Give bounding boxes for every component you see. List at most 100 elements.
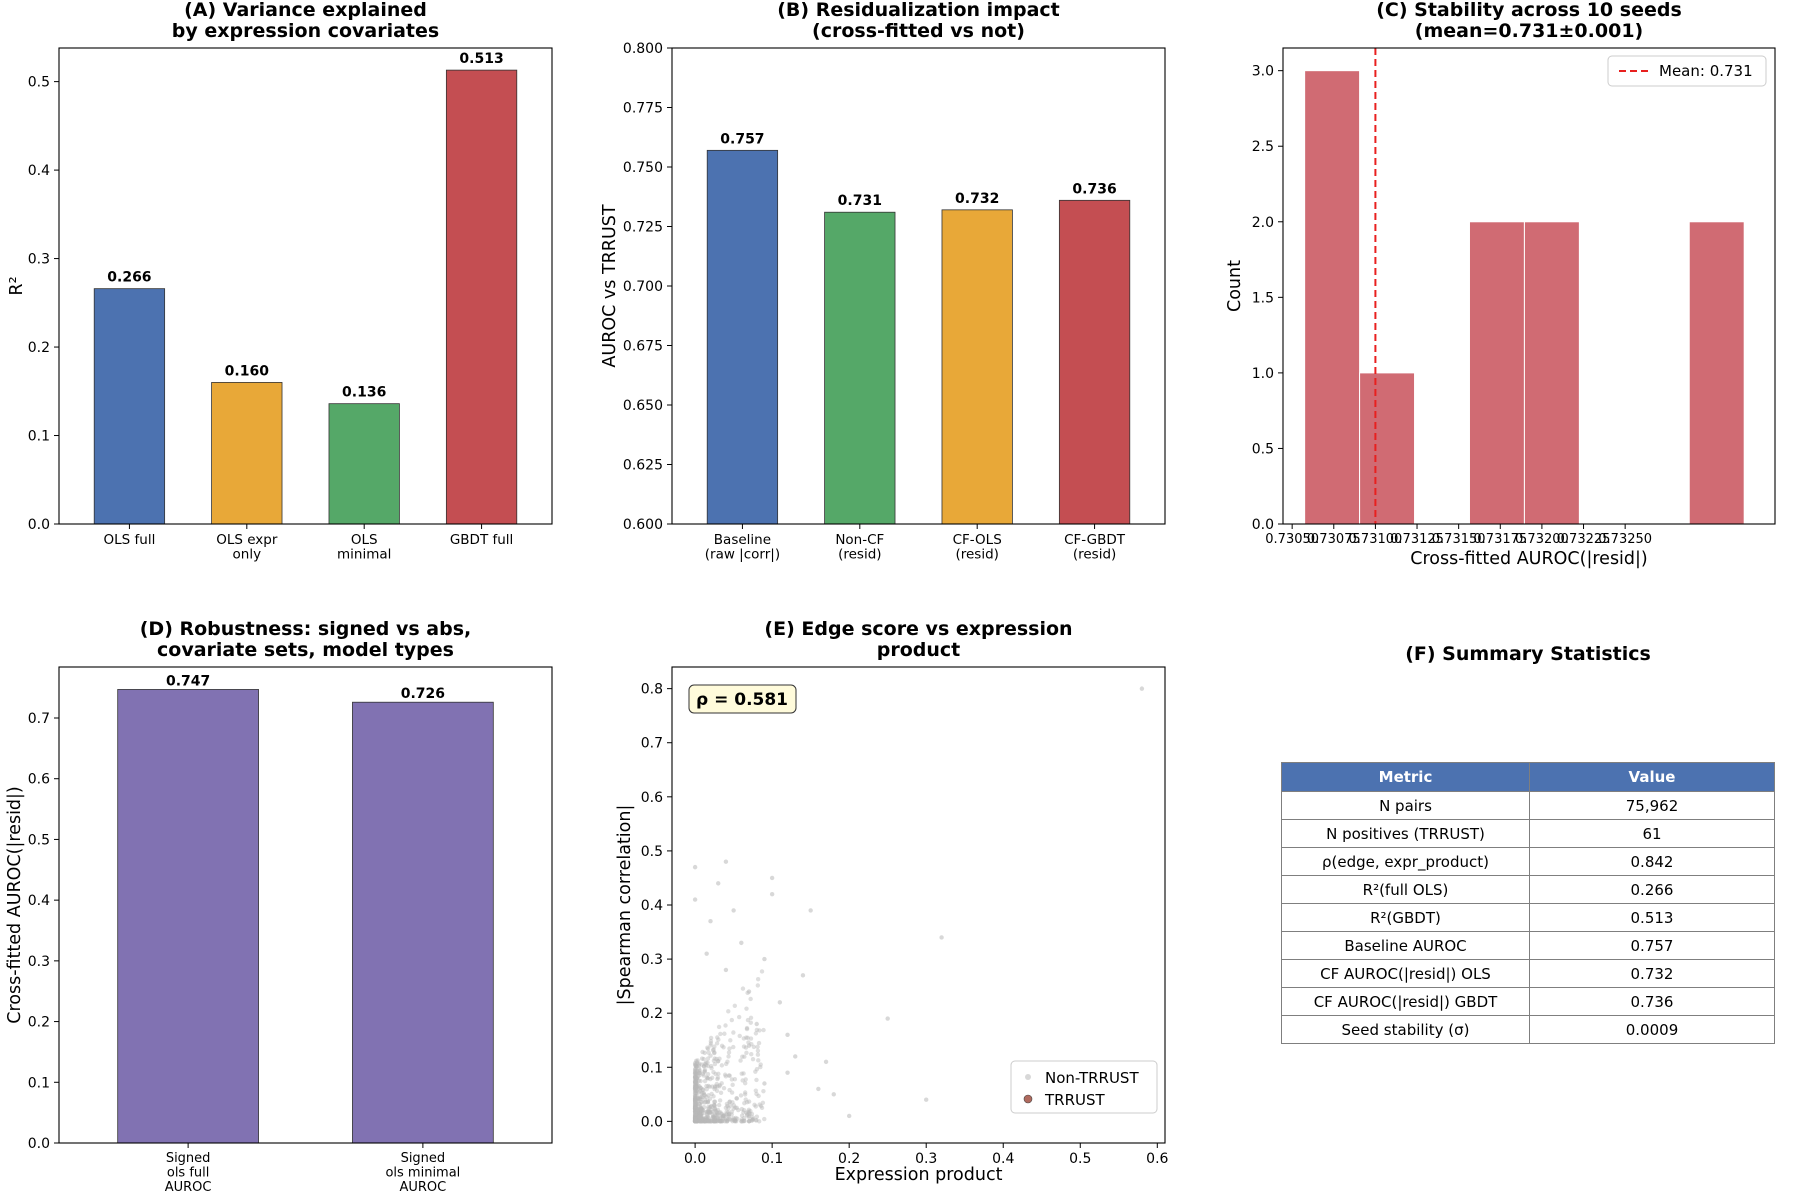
scatter-point xyxy=(712,1118,717,1124)
scatter-point xyxy=(693,1094,698,1099)
scatter-point xyxy=(753,1104,758,1109)
scatter-point xyxy=(702,1069,707,1074)
panel-b-bar xyxy=(941,209,1013,525)
scatter-point xyxy=(692,1105,698,1110)
scatter-point xyxy=(750,1115,756,1120)
scatter-point xyxy=(693,1111,699,1117)
panel-a-ytick-label: 0.3 xyxy=(28,252,50,268)
scatter-point xyxy=(756,1058,761,1063)
scatter-point xyxy=(730,1100,735,1105)
scatter-point xyxy=(722,1119,728,1124)
scatter-point xyxy=(744,1050,749,1056)
panel-a-ytick-label: 0.0 xyxy=(28,517,50,533)
scatter-point xyxy=(696,1110,702,1115)
metric-cell: CF AUROC(|resid|) OLS xyxy=(1281,959,1530,988)
panel-b-xtick-label: Non-CF xyxy=(835,532,884,548)
scatter-point xyxy=(697,1119,702,1124)
scatter-point xyxy=(823,1059,829,1065)
scatter-point xyxy=(692,1098,698,1104)
scatter-point xyxy=(693,1116,699,1122)
panel-a-xtick-label: OLS full xyxy=(104,532,156,548)
scatter-point xyxy=(724,1117,729,1122)
scatter-point xyxy=(700,1116,706,1121)
scatter-point xyxy=(732,1003,738,1008)
scatter-point xyxy=(692,1062,698,1067)
scatter-point xyxy=(693,1119,699,1124)
scatter-point xyxy=(707,1105,713,1110)
panel-c-hist-bar xyxy=(1523,221,1580,525)
scatter-point xyxy=(692,1117,698,1122)
scatter-point xyxy=(692,1071,698,1076)
scatter-point xyxy=(693,1116,699,1121)
scatter-point xyxy=(726,1009,731,1014)
scatter-point xyxy=(707,1110,712,1116)
scatter-point xyxy=(731,1103,737,1108)
scatter-point xyxy=(723,1105,729,1110)
scatter-point xyxy=(692,1101,698,1106)
scatter-point xyxy=(715,1117,720,1122)
scatter-point xyxy=(693,1117,698,1123)
scatter-point xyxy=(694,1080,699,1086)
scatter-point xyxy=(698,1106,704,1111)
scatter-point xyxy=(705,1098,711,1104)
scatter-point xyxy=(701,1056,706,1062)
scatter-point xyxy=(698,1109,703,1115)
panel-e-title: product xyxy=(877,639,961,661)
scatter-point xyxy=(693,1114,698,1119)
scatter-point xyxy=(694,1084,699,1089)
scatter-point xyxy=(693,1097,698,1102)
scatter-point xyxy=(711,1116,717,1121)
scatter-point xyxy=(693,1116,698,1122)
scatter-point xyxy=(745,1035,750,1041)
scatter-point xyxy=(741,1110,746,1115)
scatter-point xyxy=(697,1088,703,1094)
scatter-point xyxy=(719,1111,724,1117)
scatter-point xyxy=(702,1092,707,1098)
panel-e-ytick-label: 0.1 xyxy=(641,1060,663,1076)
scatter-point xyxy=(695,1112,700,1118)
panel-d-ytick-label: 0.1 xyxy=(28,1075,50,1091)
scatter-point xyxy=(693,1119,698,1124)
panel-d-title: (D) Robustness: signed vs abs, xyxy=(140,618,472,640)
scatter-point xyxy=(699,1094,704,1100)
scatter-point xyxy=(718,1110,723,1115)
scatter-point xyxy=(711,1058,717,1063)
scatter-point xyxy=(700,1049,705,1055)
scatter-point xyxy=(710,1111,715,1117)
scatter-point xyxy=(756,1119,762,1124)
scatter-point xyxy=(755,1048,761,1053)
scatter-point xyxy=(696,1117,702,1123)
scatter-point xyxy=(732,1118,738,1123)
scatter-point xyxy=(703,1118,709,1124)
scatter-point xyxy=(739,940,744,946)
scatter-point xyxy=(710,1114,716,1119)
scatter-point xyxy=(714,1056,719,1062)
legend-marker-non-trrust xyxy=(1025,1074,1031,1080)
scatter-point xyxy=(729,1112,734,1117)
scatter-point xyxy=(692,1109,698,1114)
panel-b-ylabel: AUROC vs TRRUST xyxy=(600,204,620,367)
scatter-point xyxy=(692,1105,698,1110)
scatter-point xyxy=(693,1077,698,1082)
scatter-point xyxy=(707,1084,712,1089)
scatter-point xyxy=(692,1068,698,1073)
scatter-point xyxy=(693,1081,698,1086)
scatter-point xyxy=(700,1095,705,1100)
header-metric: Metric xyxy=(1281,762,1530,792)
scatter-point xyxy=(737,1033,742,1039)
scatter-point xyxy=(692,1118,698,1123)
scatter-point xyxy=(695,1113,700,1118)
value-cell: 0.757 xyxy=(1529,931,1775,960)
scatter-point xyxy=(693,1119,698,1124)
scatter-point xyxy=(706,1117,711,1123)
scatter-point xyxy=(711,1114,716,1119)
scatter-point xyxy=(701,1118,706,1123)
scatter-point xyxy=(733,1105,738,1110)
scatter-point xyxy=(713,1084,718,1089)
scatter-point xyxy=(727,1073,732,1078)
scatter-point xyxy=(695,1108,701,1113)
scatter-point xyxy=(742,1054,747,1059)
metric-cell: R²(full OLS) xyxy=(1281,875,1530,904)
scatter-point xyxy=(692,1088,698,1093)
scatter-point xyxy=(692,1118,698,1123)
